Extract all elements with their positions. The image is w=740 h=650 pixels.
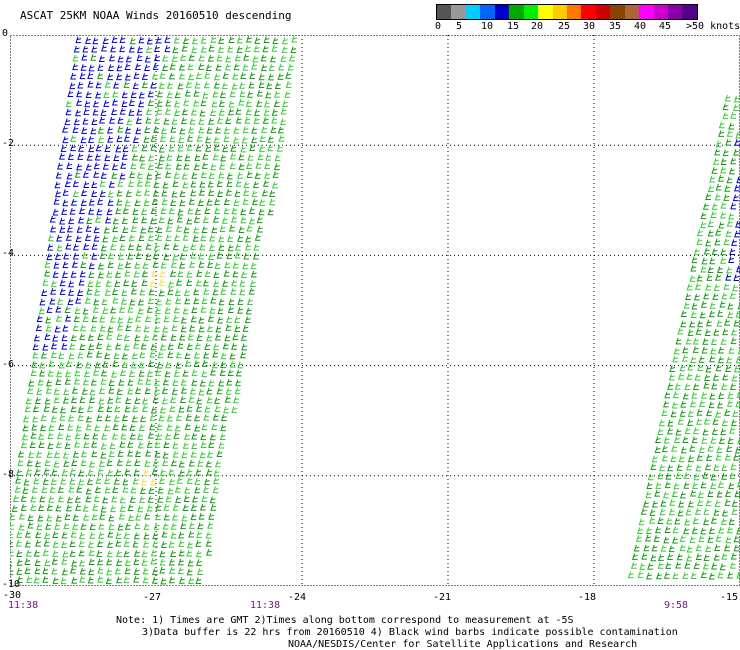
colorbar-swatch: [595, 5, 611, 19]
wind-barbs: [10, 35, 740, 585]
colorbar-swatch: [581, 5, 596, 19]
note-line-2: 3)Data buffer is 22 hrs from 20160510 4)…: [142, 627, 678, 638]
chart-title: ASCAT 25KM NOAA Winds 20160510 descendin…: [20, 9, 292, 22]
colorbar-swatch: [653, 5, 668, 19]
colorbar-swatch: [465, 5, 481, 19]
swath-time-west: 11:38: [8, 600, 39, 611]
y-tick-4: -8: [2, 469, 15, 480]
y-tick-1: -2: [2, 138, 15, 149]
colorbar-label: 15: [507, 21, 520, 32]
wind-speed-colorbar: [436, 4, 698, 20]
colorbar-swatch: [552, 5, 567, 19]
colorbar-swatch: [624, 5, 640, 19]
colorbar-label: 20: [531, 21, 544, 32]
colorbar-swatch: [668, 5, 683, 19]
colorbar-label: 40: [634, 21, 647, 32]
y-tick-5: -10: [2, 579, 21, 590]
note-line-3: NOAA/NESDIS/Center for Satellite Applica…: [288, 639, 638, 650]
note-line-1: Note: 1) Times are GMT 2)Times along bot…: [116, 615, 574, 626]
x-tick-5: -15: [720, 592, 739, 603]
x-tick-1: -27: [143, 592, 162, 603]
y-tick-0: 0: [2, 28, 9, 39]
x-tick-3: -21: [433, 592, 452, 603]
x-tick-4: -18: [578, 592, 597, 603]
colorbar-swatch: [538, 5, 553, 19]
colorbar-label: >50 knots: [686, 21, 740, 32]
swath-time-west-2: 11:38: [250, 600, 281, 611]
x-tick-0: -30: [3, 590, 22, 601]
colorbar-label: 45: [659, 21, 672, 32]
wind-barb-map: [10, 35, 740, 586]
colorbar-swatch: [566, 5, 582, 19]
colorbar-swatch: [451, 5, 466, 19]
x-tick-2: -24: [288, 592, 307, 603]
colorbar-label: 25: [558, 21, 571, 32]
y-tick-2: -4: [2, 248, 15, 259]
colorbar-label: 35: [609, 21, 622, 32]
map-frame: [10, 35, 740, 586]
colorbar-label: 10: [481, 21, 494, 32]
colorbar-label: 30: [583, 21, 596, 32]
colorbar-swatch: [523, 5, 539, 19]
colorbar-swatch: [480, 5, 495, 19]
colorbar-swatch: [494, 5, 510, 19]
colorbar-swatch: [610, 5, 625, 19]
colorbar-swatch: [437, 5, 452, 19]
colorbar-swatch: [639, 5, 654, 19]
y-tick-3: -6: [2, 359, 15, 370]
colorbar-label: 5: [456, 21, 463, 32]
swath-time-east: 9:58: [664, 600, 689, 611]
colorbar-swatch: [509, 5, 524, 19]
colorbar-label: 0: [435, 21, 442, 32]
map-plot-area: [10, 35, 740, 586]
colorbar-swatch: [682, 5, 697, 19]
